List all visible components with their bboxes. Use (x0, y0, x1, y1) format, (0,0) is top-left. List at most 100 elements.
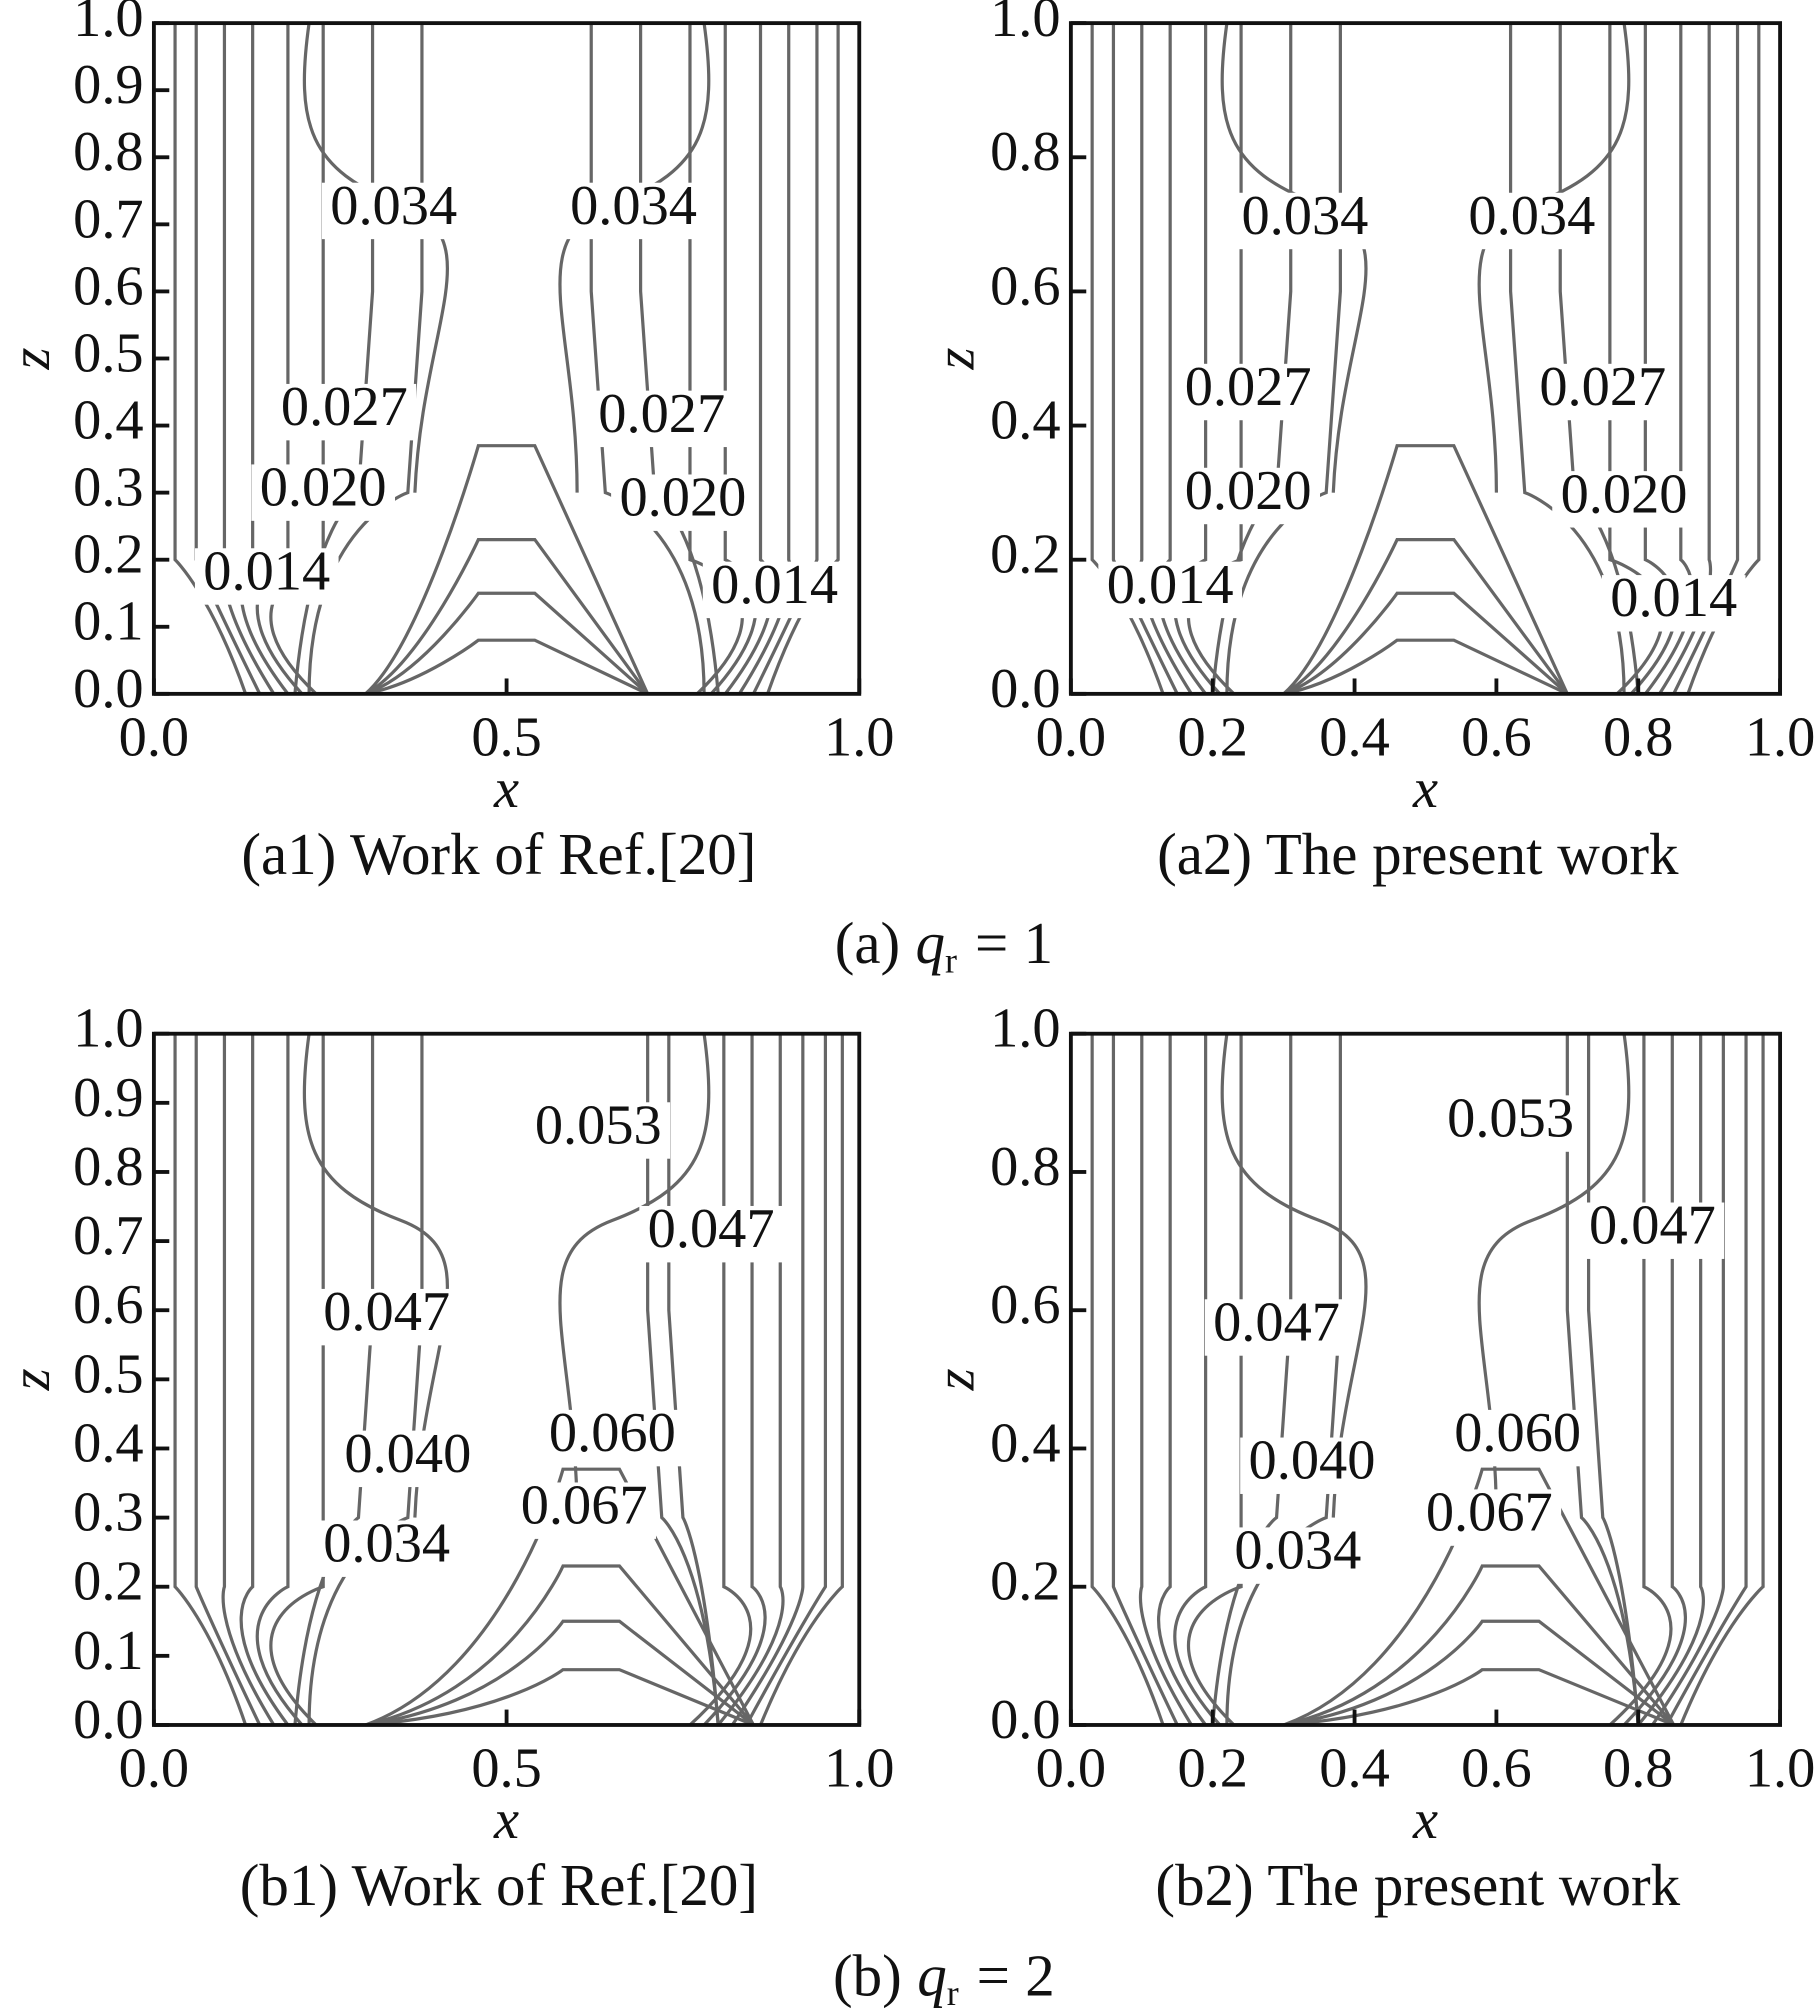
x-tick-label: 0.4 (1319, 1738, 1390, 1800)
contour-line (365, 638, 649, 696)
y-tick-label: 0.0 (990, 1689, 1061, 1751)
contour-line (194, 1033, 262, 1726)
x-axis-label: x (493, 1789, 519, 1851)
contour-line (255, 1033, 304, 1727)
y-tick-label: 0.2 (990, 1551, 1061, 1613)
contour-line (269, 1033, 325, 1727)
y-tick-label: 0.6 (990, 255, 1061, 317)
contour-line (744, 1033, 828, 1726)
y-tick-label: 0.8 (990, 1136, 1061, 1198)
contour-line (1090, 1033, 1165, 1726)
contour-label: 0.047 (1213, 1291, 1340, 1353)
contour-line (365, 1619, 755, 1727)
y-tick-label: 0.6 (73, 255, 144, 317)
contour-line (1157, 1033, 1207, 1726)
caption-subscript: r (947, 1973, 959, 2011)
contour-label-bg (1204, 1299, 1349, 1356)
contour-line (364, 537, 649, 696)
y-tick-label: 0.0 (990, 658, 1061, 720)
contour-label-bg (589, 390, 734, 448)
x-tick-label: 0.2 (1177, 1738, 1248, 1800)
contour-label: 0.020 (260, 457, 387, 519)
contour-line (1283, 1619, 1675, 1727)
x-tick-label: 0.0 (1036, 707, 1107, 769)
panel-caption: (a1) Work of Ref.[20] (241, 821, 756, 887)
y-tick-label: 0.8 (990, 121, 1061, 183)
caption-label: (a) (835, 910, 900, 976)
contour-line (702, 1033, 767, 1727)
contour-line (1477, 1033, 1631, 1518)
contour-line (1283, 591, 1569, 696)
contour-label-bg (1098, 561, 1242, 619)
contour-line (1283, 1564, 1675, 1727)
x-tick-label: 0.4 (1319, 707, 1390, 769)
contour-label-bg (1601, 575, 1746, 632)
group-caption: (b) qr = 2 (833, 1942, 1055, 2011)
contour-label-bg (1445, 1409, 1590, 1467)
y-tick-label: 1.0 (73, 0, 144, 49)
contour-label: 0.047 (1589, 1195, 1716, 1257)
y-tick-label: 0.4 (73, 1412, 144, 1474)
contour-line (1138, 1033, 1193, 1726)
contour-line (1608, 1033, 1673, 1727)
contour-line (293, 1033, 375, 1726)
plot-frame (1068, 21, 1783, 696)
contour-line (1225, 1033, 1342, 1725)
contour-label: 0.034 (1468, 185, 1595, 247)
panel-caption: (b2) The present work (1155, 1852, 1680, 1918)
contour-label-bg (639, 1205, 783, 1263)
y-tick-label: 0.2 (73, 524, 144, 586)
x-axis-label: x (1412, 1789, 1438, 1851)
contour-label: 0.014 (1610, 567, 1737, 629)
contour-label: 0.067 (521, 1475, 648, 1537)
contour-label-bg (611, 474, 755, 531)
contour-line (1111, 1033, 1179, 1726)
contour-label: 0.020 (1185, 460, 1312, 522)
caption-label: (b) (833, 1942, 902, 2008)
contour-line (1283, 638, 1569, 696)
contour-label-bg (314, 1520, 459, 1577)
caption-subscript: r (945, 941, 957, 981)
y-axis-label: z (925, 347, 987, 370)
contour-label: 0.034 (323, 1513, 450, 1575)
y-tick-label: 0.5 (73, 1343, 144, 1405)
contour-line (1651, 1033, 1725, 1726)
contour-label: 0.014 (203, 540, 330, 602)
contour-label-bg (540, 1409, 685, 1467)
contour-line (1173, 1033, 1222, 1727)
y-axis-label: z (925, 1368, 987, 1391)
y-tick-label: 1.0 (990, 0, 1061, 49)
panel: 0.0 0.5 1.00.00.10.20.30.40.50.60.70.80.91… (0, 0, 895, 887)
y-tick-label: 1.0 (990, 998, 1061, 1060)
x-tick-label: 0.5 (471, 1738, 542, 1800)
contour-label-bg (702, 561, 847, 619)
contour-label: 0.060 (549, 1402, 676, 1464)
contour-line (307, 1033, 424, 1725)
contour-label: 0.027 (1185, 356, 1312, 418)
contour-label-bg (336, 1430, 480, 1488)
contour-line (1637, 1033, 1705, 1726)
contour-label-bg (1176, 467, 1320, 525)
y-tick-label: 0.7 (73, 1205, 144, 1267)
contour-label: 0.020 (619, 467, 746, 529)
contour-label-bg (1438, 1095, 1583, 1152)
contour-label-bg (194, 548, 339, 605)
contour-line (1211, 1033, 1293, 1726)
contour-line (239, 1033, 290, 1726)
y-tick-label: 0.6 (73, 1274, 144, 1336)
contour-label-bg (314, 1288, 459, 1346)
x-tick-label: 0.0 (1036, 1738, 1107, 1800)
contour-label-bg (251, 464, 396, 521)
contour-label-bg (1460, 192, 1604, 250)
x-tick-label: 1.0 (824, 1738, 895, 1800)
contour-line (558, 1033, 711, 1518)
y-tick-label: 0.1 (73, 1620, 144, 1682)
panel: 0.0 0.2 0.4 0.6 0.8 1.0 0.0 0.2 0.4 0.6 0.8 1.0 x z (a… (925, 0, 1816, 887)
contour-label-bg (1552, 471, 1696, 528)
contour-line (173, 1033, 248, 1726)
contour-label: 0.034 (570, 175, 697, 237)
x-tick-label: 1.0 (1745, 707, 1816, 769)
x-axis-label: x (493, 758, 519, 820)
contour-line (716, 1033, 785, 1726)
x-tick-label: 0.8 (1603, 1738, 1674, 1800)
